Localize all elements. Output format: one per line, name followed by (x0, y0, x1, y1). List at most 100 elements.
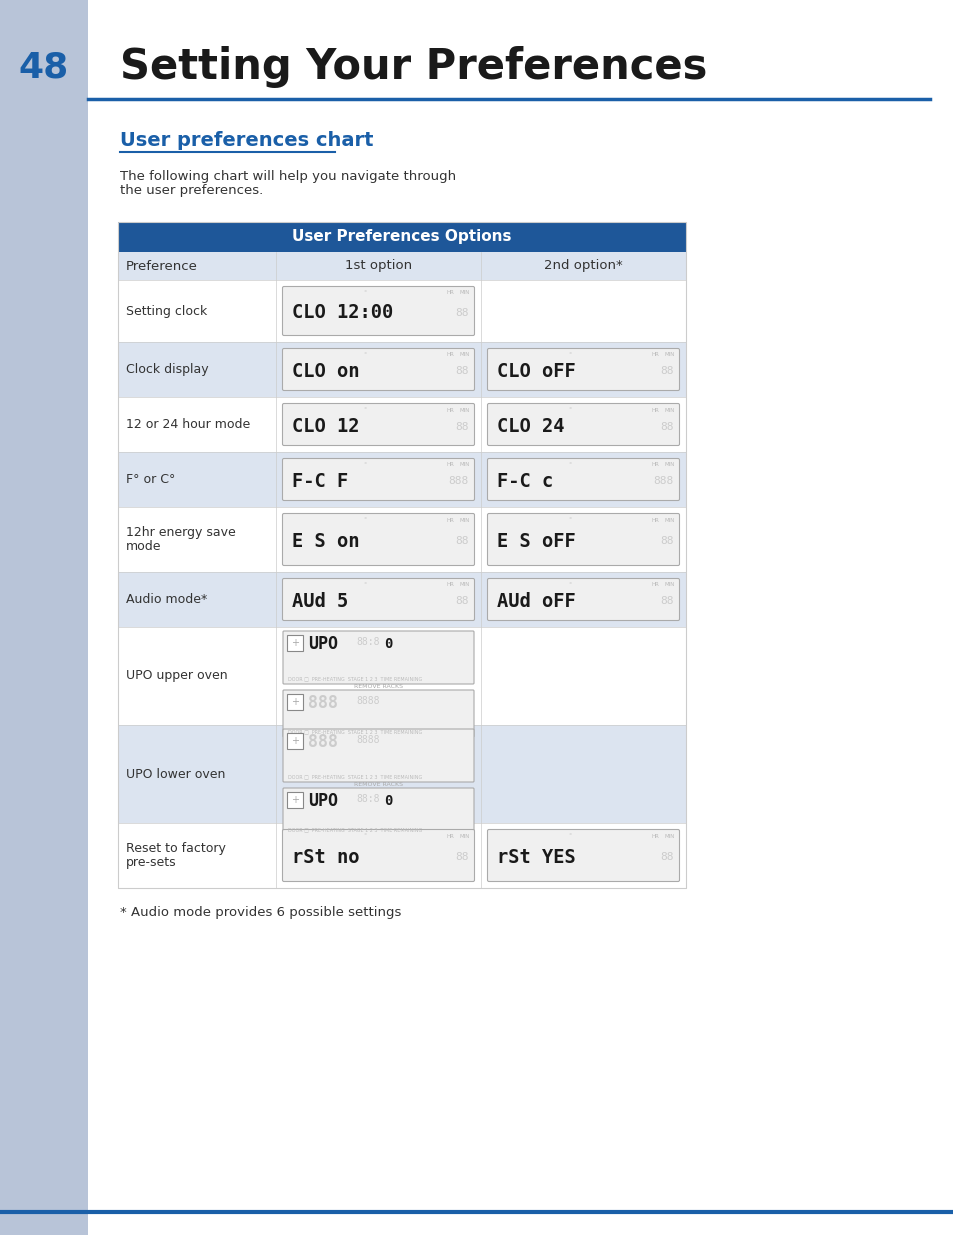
Bar (118, 222, 685, 252)
FancyBboxPatch shape (282, 830, 474, 882)
FancyBboxPatch shape (283, 631, 474, 684)
FancyBboxPatch shape (283, 729, 474, 782)
Text: HR: HR (651, 352, 659, 357)
Text: 1st option: 1st option (345, 259, 412, 273)
Text: °: ° (363, 290, 366, 295)
Text: AUd oFF: AUd oFF (497, 592, 576, 611)
Text: +: + (291, 736, 298, 746)
Text: 88: 88 (455, 852, 469, 862)
Text: 88: 88 (659, 421, 673, 431)
Text: CLO 12:00: CLO 12:00 (292, 304, 393, 322)
Text: MIN: MIN (459, 408, 470, 412)
Text: MIN: MIN (459, 352, 470, 357)
Text: MIN: MIN (459, 834, 470, 839)
Text: °: ° (363, 517, 366, 522)
Bar (118, 252, 685, 280)
Text: pre-sets: pre-sets (126, 856, 176, 869)
Bar (0, 0, 88, 1235)
Text: MIN: MIN (664, 517, 675, 522)
Text: the user preferences.: the user preferences. (120, 184, 263, 198)
Text: 88: 88 (659, 597, 673, 606)
Text: 88: 88 (455, 597, 469, 606)
Text: UPO: UPO (308, 635, 337, 653)
Text: 2nd option*: 2nd option* (543, 259, 622, 273)
Text: HR: HR (447, 834, 455, 839)
Text: 888: 888 (653, 477, 673, 487)
Text: 88: 88 (455, 421, 469, 431)
Text: 48: 48 (19, 49, 69, 84)
FancyBboxPatch shape (487, 348, 679, 390)
Text: 8888: 8888 (355, 697, 379, 706)
Text: HR: HR (447, 517, 455, 522)
Text: E S on: E S on (292, 532, 359, 551)
Text: 88: 88 (659, 852, 673, 862)
Text: DOOR □  PRE-HEATING  STAGE 1 2 3  TIME REMAINING: DOOR □ PRE-HEATING STAGE 1 2 3 TIME REMA… (288, 730, 422, 735)
Text: °: ° (363, 352, 366, 357)
Bar (118, 627, 685, 725)
FancyBboxPatch shape (487, 514, 679, 566)
Text: 0: 0 (384, 794, 392, 808)
Text: F-C F: F-C F (292, 472, 348, 492)
FancyBboxPatch shape (282, 578, 474, 620)
Text: CLO on: CLO on (292, 362, 359, 382)
Text: +: + (291, 795, 298, 805)
Text: MIN: MIN (459, 583, 470, 588)
Text: °: ° (568, 352, 571, 357)
Text: MIN: MIN (664, 462, 675, 468)
FancyBboxPatch shape (282, 348, 474, 390)
Text: HR: HR (651, 462, 659, 468)
Text: °: ° (568, 517, 571, 522)
Text: CLO oFF: CLO oFF (497, 362, 576, 382)
FancyBboxPatch shape (487, 578, 679, 620)
Text: UPO lower oven: UPO lower oven (126, 767, 225, 781)
Bar (118, 452, 685, 508)
Text: DOOR □  PRE-HEATING  STAGE 1 2 3  TIME REMAINING: DOOR □ PRE-HEATING STAGE 1 2 3 TIME REMA… (288, 774, 422, 779)
Bar (118, 222, 685, 888)
Bar (118, 572, 685, 627)
Bar (118, 725, 685, 823)
Text: HR: HR (447, 408, 455, 412)
Bar (118, 823, 685, 888)
Text: 88: 88 (659, 536, 673, 547)
Text: HR: HR (447, 462, 455, 468)
Text: DOOR □  PRE-HEATING  STAGE 1 2 3  TIME REMAINING: DOOR □ PRE-HEATING STAGE 1 2 3 TIME REMA… (288, 677, 422, 682)
Text: +: + (291, 697, 298, 706)
Text: Setting Your Preferences: Setting Your Preferences (120, 46, 706, 88)
Text: CLO 24: CLO 24 (497, 417, 564, 436)
Text: °: ° (363, 462, 366, 468)
Text: HR: HR (447, 352, 455, 357)
FancyBboxPatch shape (487, 404, 679, 446)
Text: °: ° (363, 834, 366, 839)
Text: User Preferences Options: User Preferences Options (292, 230, 511, 245)
Text: UPO upper oven: UPO upper oven (126, 669, 228, 683)
Text: Clock display: Clock display (126, 363, 209, 375)
Text: MIN: MIN (664, 583, 675, 588)
Text: HR: HR (447, 290, 455, 295)
Text: °: ° (568, 834, 571, 839)
Text: 12hr energy save: 12hr energy save (126, 526, 235, 538)
Text: °: ° (568, 583, 571, 588)
Text: 88:8: 88:8 (355, 637, 379, 647)
Text: 88: 88 (455, 367, 469, 377)
Text: °: ° (363, 408, 366, 412)
Text: The following chart will help you navigate through: The following chart will help you naviga… (120, 170, 456, 183)
Text: 88: 88 (455, 536, 469, 547)
Text: MIN: MIN (664, 408, 675, 412)
FancyBboxPatch shape (283, 788, 474, 835)
Bar (118, 396, 685, 452)
Text: 888: 888 (308, 734, 337, 751)
Text: mode: mode (126, 540, 161, 553)
Text: HR: HR (651, 517, 659, 522)
Bar (118, 508, 685, 572)
Text: * Audio mode provides 6 possible settings: * Audio mode provides 6 possible setting… (120, 906, 401, 919)
Bar (118, 342, 685, 396)
Text: UPO: UPO (308, 792, 337, 810)
Bar (118, 280, 685, 342)
FancyBboxPatch shape (282, 514, 474, 566)
Text: 88: 88 (659, 367, 673, 377)
Text: REMOVE RACKS: REMOVE RACKS (354, 782, 402, 787)
Text: 8888: 8888 (355, 735, 379, 745)
Bar (287, 734, 303, 748)
Text: REMOVE RACKS: REMOVE RACKS (354, 683, 402, 688)
FancyBboxPatch shape (282, 458, 474, 500)
